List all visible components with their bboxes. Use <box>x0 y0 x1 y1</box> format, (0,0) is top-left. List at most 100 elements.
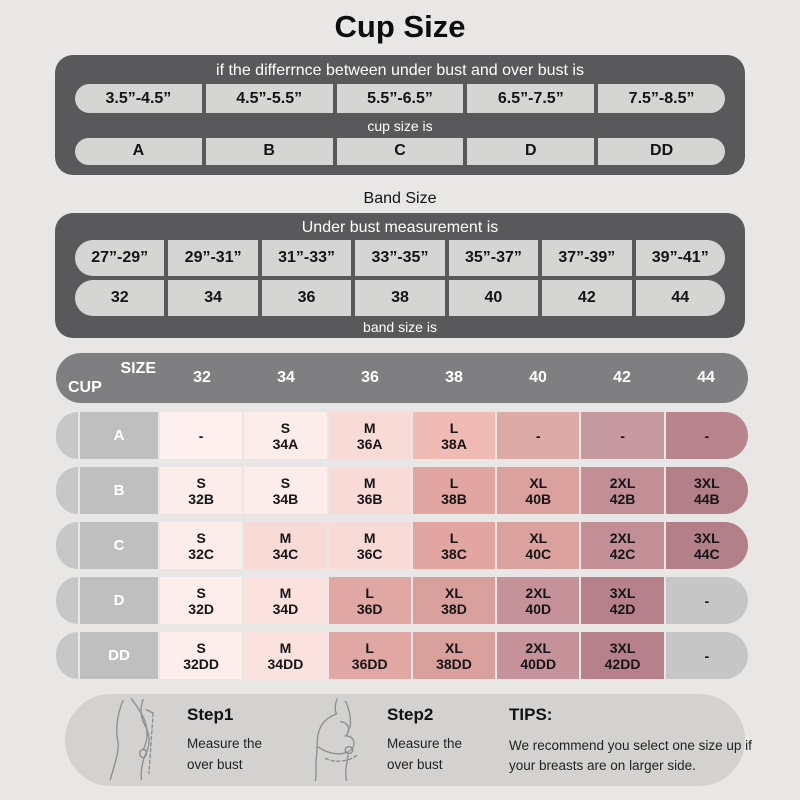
band-size-is-caption: band size is <box>363 318 437 335</box>
size-cell: XL 38DD <box>412 632 496 679</box>
size-cell: 2XL 40DD <box>497 632 580 679</box>
cup-size-is-caption: cup size is <box>367 117 433 134</box>
size-cell: XL 38D <box>412 577 496 624</box>
table-row-cup-b: B S 32B S 34B M 36B L 38B XL 40B 2XL 42B 3XL 44… <box>56 467 748 514</box>
size-matrix-table: SIZE CUP 32 34 36 38 40 42 44 A - S 34A M… <box>56 353 748 679</box>
size-cell: 2XL 42B <box>581 467 664 514</box>
cup-difference-header: if the differrnce between under bust and… <box>216 62 584 79</box>
measuring-instructions-panel: Step1 Measure the over bust Step2 Measur… <box>65 694 752 786</box>
size-cell: M 36A <box>328 412 411 459</box>
step1-block: Step1 Measure the over bust <box>187 705 293 775</box>
row-end-cap <box>56 467 78 514</box>
under-bust-header: Under bust measurement is <box>301 219 499 236</box>
woman-front-measuring-icon <box>293 698 373 782</box>
size-cell: S 34B <box>244 467 327 514</box>
step2-label: Step2 <box>387 705 434 725</box>
size-cell: M 34DD <box>244 632 327 679</box>
size-cell: M 34D <box>244 577 327 624</box>
tips-block: TIPS: We recommend you select one size u… <box>509 705 763 775</box>
column-header: 40 <box>529 369 547 386</box>
size-cell: - <box>665 412 748 459</box>
step1-text: Measure the over bust <box>187 736 263 772</box>
band-number-pill: 42 <box>542 279 632 316</box>
size-cell: - <box>160 412 243 459</box>
band-number-pill: 44 <box>635 279 725 316</box>
size-cell: S 32D <box>160 577 243 624</box>
size-cell: L 38B <box>412 467 496 514</box>
band-number-pill: 40 <box>448 279 539 316</box>
under-bust-range-pill: 29”-31” <box>168 240 258 277</box>
size-cell: M 34C <box>244 522 327 569</box>
size-cell: - <box>581 412 664 459</box>
difference-range-pill: 3.5”-4.5” <box>75 84 202 114</box>
under-bust-range-pill: 33”-35” <box>355 240 445 277</box>
band-number-pill: 32 <box>75 279 165 316</box>
size-cell: 3XL 44B <box>665 467 748 514</box>
under-bust-range-pill: 39”-41” <box>635 240 725 277</box>
size-table-header: SIZE CUP 32 34 36 38 40 42 44 <box>56 353 748 403</box>
cup-letter-pill: B <box>205 137 333 165</box>
column-header: 36 <box>361 369 379 386</box>
row-end-cap <box>56 522 78 569</box>
step1-label: Step1 <box>187 705 234 725</box>
row-cup-label: DD <box>80 632 158 679</box>
size-cup-corner-cell: SIZE CUP <box>56 353 160 403</box>
band-number-pill: 36 <box>261 279 352 316</box>
band-number-row: 32 34 36 38 40 42 44 <box>75 279 725 316</box>
size-cell: - <box>665 632 748 679</box>
size-cell: 2XL 42C <box>581 522 664 569</box>
size-cell: M 36B <box>328 467 411 514</box>
corner-cup-label: CUP <box>68 379 102 396</box>
difference-range-pill: 4.5”-5.5” <box>205 84 333 114</box>
under-bust-range-pill: 35”-37” <box>448 240 539 277</box>
table-row-cup-a: A - S 34A M 36A L 38A - - - <box>56 412 748 459</box>
size-cell: L 36DD <box>328 632 411 679</box>
size-cell: - <box>665 577 748 624</box>
size-table-body: A - S 34A M 36A L 38A - - - B S 32B S 34B M 36… <box>56 412 748 679</box>
page-title: Cup Size <box>334 9 466 44</box>
cup-letter-pill: D <box>467 137 595 165</box>
cup-letter-pill: C <box>336 137 464 165</box>
size-cell: M 36C <box>328 522 411 569</box>
difference-range-pill: 7.5”-8.5” <box>598 84 725 114</box>
size-cell: 3XL 44C <box>665 522 748 569</box>
size-cell: 3XL 42D <box>581 577 664 624</box>
size-cell: S 32B <box>160 467 243 514</box>
size-cell: - <box>497 412 580 459</box>
step2-text: Measure the over bust <box>387 736 463 772</box>
cup-letter-pill: DD <box>598 137 725 165</box>
row-end-cap <box>56 577 78 624</box>
column-header: 38 <box>445 369 463 386</box>
table-row-cup-dd: DD S 32DD M 34DD L 36DD XL 38DD 2XL 40DD 3XL 4… <box>56 632 748 679</box>
size-cell: XL 40B <box>497 467 580 514</box>
row-end-cap <box>56 412 78 459</box>
row-cup-label: D <box>80 577 158 624</box>
row-cup-label: C <box>80 522 158 569</box>
step2-block: Step2 Measure the over bust <box>387 705 493 775</box>
band-number-pill: 38 <box>355 279 445 316</box>
row-cup-label: B <box>80 467 158 514</box>
under-bust-range-pill: 31”-33” <box>261 240 352 277</box>
woman-side-measuring-icon <box>93 698 173 782</box>
under-bust-range-pill: 27”-29” <box>75 240 165 277</box>
size-cell: S 32C <box>160 522 243 569</box>
column-header: 44 <box>697 369 715 386</box>
tips-text: We recommend you select one size up if y… <box>509 737 752 773</box>
size-cell: L 36D <box>328 577 411 624</box>
table-row-cup-d: D S 32D M 34D L 36D XL 38D 2XL 40D 3XL 42D - <box>56 577 748 624</box>
band-size-title: Band Size <box>363 190 437 207</box>
size-cell: L 38C <box>412 522 496 569</box>
size-cell: 2XL 40D <box>497 577 580 624</box>
column-header: 32 <box>193 369 211 386</box>
band-size-panel: Under bust measurement is 27”-29” 29”-31… <box>55 213 745 338</box>
cup-size-panel: if the differrnce between under bust and… <box>55 55 745 175</box>
size-cell: 3XL 42DD <box>581 632 664 679</box>
size-cell: XL 40C <box>497 522 580 569</box>
size-cell: S 34A <box>244 412 327 459</box>
column-header: 34 <box>277 369 295 386</box>
tips-label: TIPS: <box>509 704 553 724</box>
under-bust-range-pill: 37”-39” <box>542 240 632 277</box>
row-end-cap <box>56 632 78 679</box>
under-bust-range-row: 27”-29” 29”-31” 31”-33” 33”-35” 35”-37” … <box>75 240 725 277</box>
